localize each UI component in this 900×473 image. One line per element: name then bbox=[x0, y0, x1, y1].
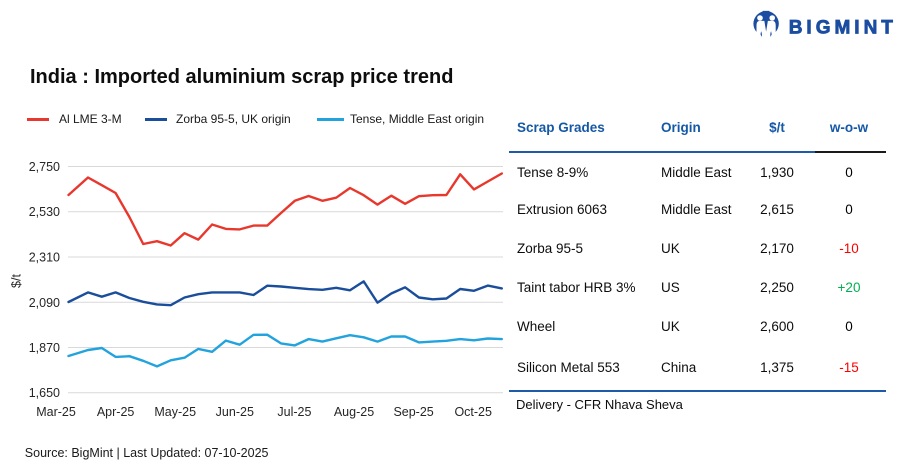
svg-text:Oct-25: Oct-25 bbox=[454, 405, 492, 419]
svg-text:2,310: 2,310 bbox=[29, 251, 60, 265]
svg-text:1,650: 1,650 bbox=[29, 386, 60, 400]
svg-text:1,870: 1,870 bbox=[29, 341, 60, 355]
svg-text:Aug-25: Aug-25 bbox=[334, 405, 374, 419]
svg-text:BIGMINT: BIGMINT bbox=[789, 18, 897, 39]
svg-text:Jul-25: Jul-25 bbox=[277, 405, 311, 419]
svg-text:2,750: 2,750 bbox=[29, 160, 60, 174]
svg-text:2,530: 2,530 bbox=[29, 205, 60, 219]
svg-text:2,090: 2,090 bbox=[29, 296, 60, 310]
svg-text:Apr-25: Apr-25 bbox=[97, 405, 135, 419]
svg-text:Jun-25: Jun-25 bbox=[216, 405, 254, 419]
svg-text:$/t: $/t bbox=[10, 274, 24, 288]
svg-text:Sep-25: Sep-25 bbox=[393, 405, 433, 419]
svg-text:May-25: May-25 bbox=[154, 405, 196, 419]
svg-text:Mar-25: Mar-25 bbox=[36, 405, 76, 419]
